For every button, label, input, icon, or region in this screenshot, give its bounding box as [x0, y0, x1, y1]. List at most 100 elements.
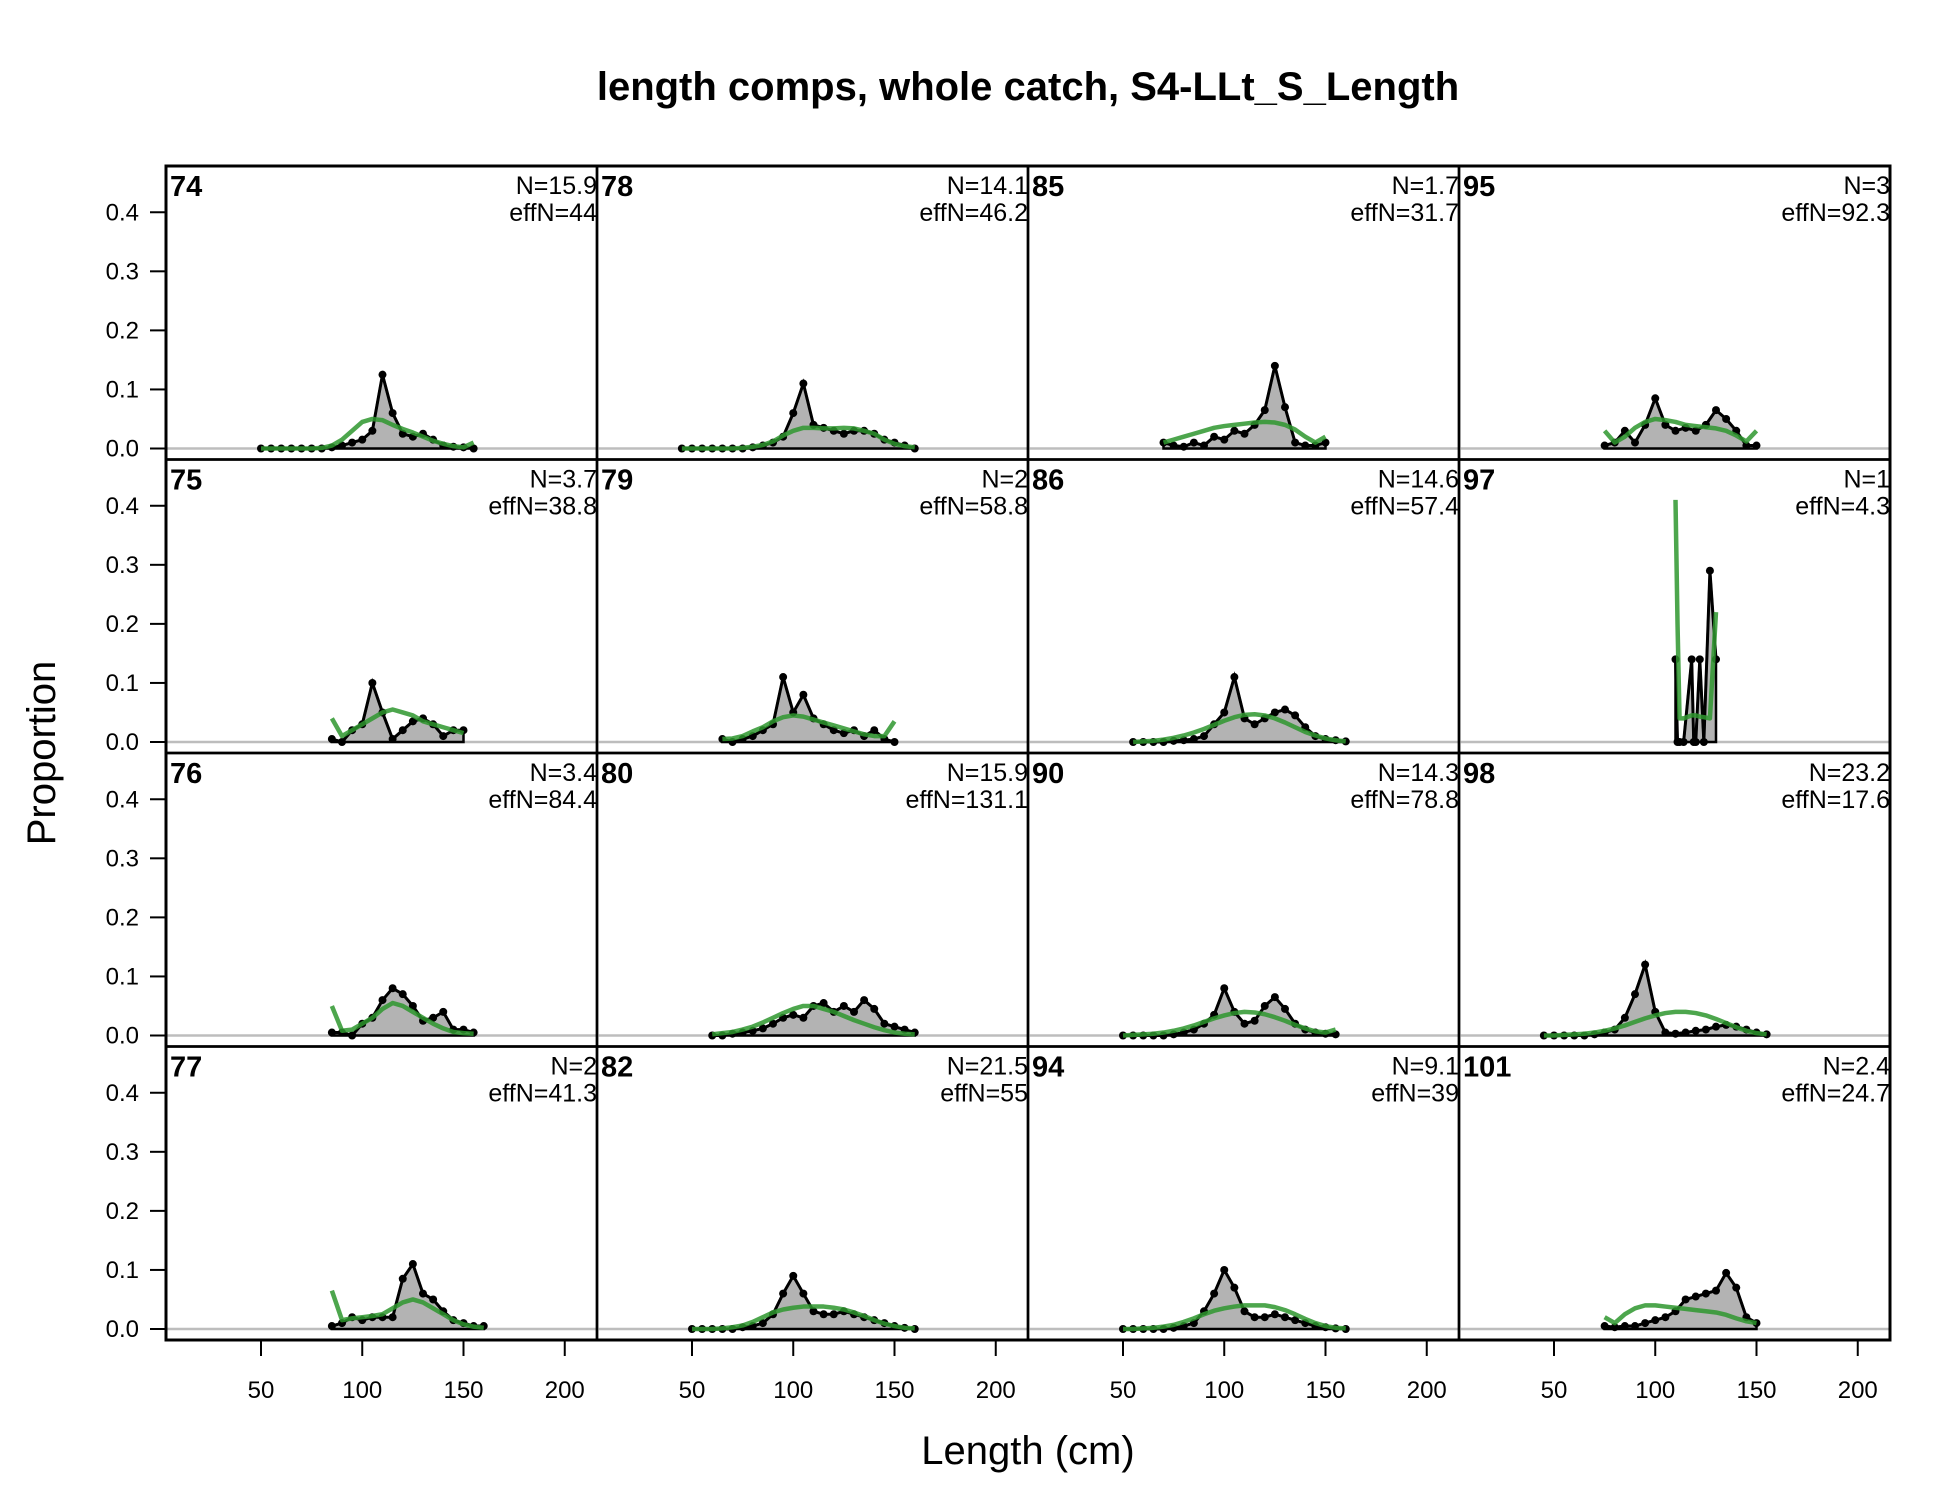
panel-year-label: 80: [601, 758, 633, 790]
observed-point: [1200, 732, 1208, 741]
expected-line: [1122, 1009, 1337, 1038]
observed-point: [1712, 1286, 1720, 1295]
panel-year-label: 85: [1032, 171, 1064, 203]
panel-plot-area: [1028, 1265, 1459, 1333]
observed-point: [1210, 432, 1219, 441]
y-tick-label: 0.1: [106, 1257, 139, 1284]
observed-point: [1250, 1016, 1259, 1025]
panel-effn-label: effN=131.1: [905, 786, 1028, 814]
observed-point: [1661, 1028, 1670, 1037]
x-tick-label: 100: [773, 1377, 813, 1404]
observed-point: [1220, 708, 1229, 717]
panel-n-label: N=15.9: [947, 759, 1028, 787]
observed-point: [789, 409, 798, 418]
expected-line: [1132, 711, 1347, 745]
observed-point: [1687, 655, 1696, 664]
observed-point: [388, 409, 397, 418]
observed-point: [1220, 984, 1229, 993]
expected-line: [692, 1304, 915, 1332]
observed-point: [1260, 406, 1269, 415]
observed-point: [1270, 993, 1279, 1002]
observed-point: [1651, 1316, 1660, 1325]
observed-point: [1691, 738, 1700, 746]
panel-effn-label: effN=92.3: [1781, 199, 1890, 227]
observed-point: [1179, 442, 1188, 451]
observed-point: [1240, 1307, 1249, 1316]
observed-point: [799, 690, 808, 699]
panel-plot-area: [1459, 1268, 1890, 1332]
panel-plot-area: [1028, 361, 1459, 451]
axes: 0.0 0.1 0.2 0.3 0.4 0.0 0.1 0.2 0.3 0.4 0.0 0.1 0.2 0…: [106, 164, 1892, 1404]
panel-n-label: N=3: [1843, 172, 1890, 200]
y-tick-label: 0.2: [106, 611, 139, 638]
x-tick-label: 50: [248, 1377, 275, 1404]
panel-year-label: 78: [601, 171, 633, 203]
panel-effn-label: effN=44: [509, 199, 597, 227]
observed-point: [439, 1007, 448, 1016]
observed-point: [1691, 1026, 1700, 1035]
observed-point: [758, 1319, 767, 1328]
observed-point: [789, 1271, 798, 1280]
observed-point: [1722, 1268, 1731, 1277]
panel-n-label: N=2.4: [1823, 1053, 1891, 1081]
observed-point: [469, 444, 478, 453]
observed-point: [1691, 1292, 1700, 1301]
panel-year-label: 82: [601, 1052, 633, 1084]
observed-point: [860, 996, 869, 1005]
panel-year-label: 79: [601, 465, 633, 497]
panel-year-label: 90: [1032, 758, 1064, 790]
panel-plot-area: [597, 996, 1028, 1040]
panel-plot-area: [166, 984, 597, 1040]
y-tick-label: 0.1: [106, 376, 139, 403]
y-tick-label: 0.0: [106, 1316, 139, 1343]
observed-point: [1679, 738, 1688, 746]
panel-plot-area: [597, 1271, 1028, 1333]
observed-point: [1732, 1283, 1741, 1292]
observed-point: [398, 726, 407, 735]
observed-point: [338, 738, 346, 746]
observed-point: [1291, 711, 1300, 720]
observed-point: [388, 984, 397, 993]
observed-point: [1705, 566, 1714, 575]
observed-point: [1230, 673, 1239, 682]
x-tick-label: 200: [1407, 1377, 1447, 1404]
panel-n-label: N=1.7: [1392, 172, 1459, 200]
observed-point: [398, 1274, 407, 1283]
panel-effn-label: effN=39: [1371, 1080, 1459, 1108]
observed-point: [1661, 1313, 1670, 1322]
panel-plot-area: [166, 677, 597, 746]
panel-year-label: 75: [170, 465, 202, 497]
observed-point: [1189, 735, 1198, 744]
panel-plot-area: [1459, 959, 1890, 1040]
observed-point: [1240, 429, 1249, 438]
panel-year-label: 101: [1463, 1052, 1511, 1084]
panel-effn-label: effN=38.8: [488, 493, 597, 521]
observed-point: [1301, 441, 1310, 450]
observed-point: [1701, 1289, 1710, 1298]
observed-point: [1210, 1289, 1219, 1298]
panel-year-label: 86: [1032, 465, 1064, 497]
expected-line: [329, 1289, 485, 1331]
expected-line: [1162, 419, 1327, 445]
expected-line: [681, 425, 916, 451]
observed-point: [1281, 1313, 1289, 1322]
y-tick-label: 0.1: [106, 670, 139, 697]
observed-point: [809, 1307, 818, 1316]
observed-point: [890, 738, 899, 746]
observed-point: [779, 673, 788, 682]
observed-point: [1270, 708, 1279, 717]
observed-area: [261, 374, 474, 450]
observed-point: [378, 996, 387, 1005]
observed-point: [1752, 441, 1761, 450]
x-tick-label: 100: [342, 1377, 382, 1404]
panel-effn-label: effN=41.3: [488, 1080, 597, 1108]
